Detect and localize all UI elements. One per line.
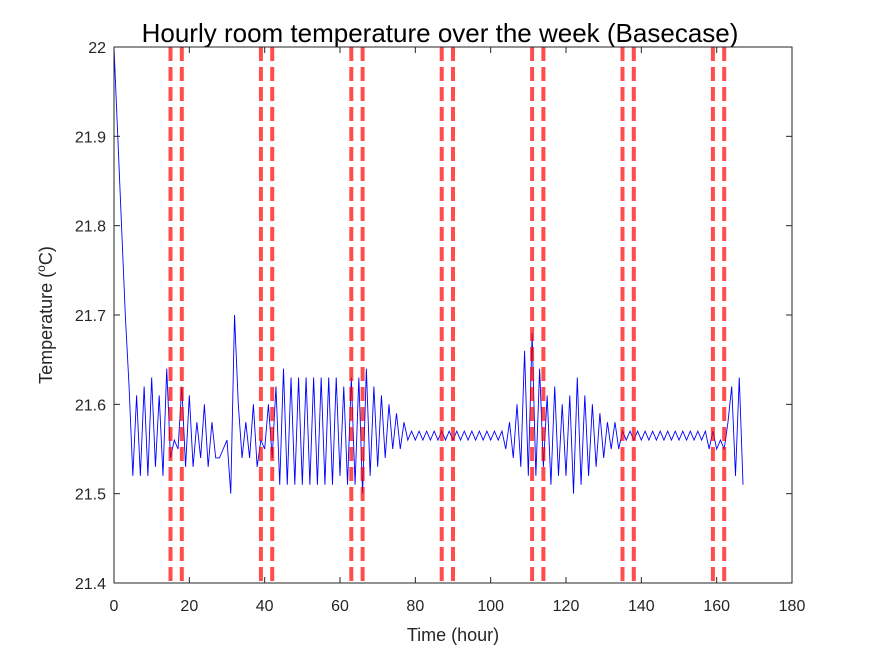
y-label-part: Temperature ( xyxy=(36,272,56,384)
y-tick-label: 21.6 xyxy=(75,397,106,414)
x-tick-label: 60 xyxy=(331,598,349,615)
x-axis-label: Time (hour) xyxy=(407,625,499,645)
y-tick-label: 21.5 xyxy=(75,487,106,504)
x-tick-label: 100 xyxy=(477,598,504,615)
y-label-sup: o xyxy=(34,265,48,272)
chart-title: Hourly room temperature over the week (B… xyxy=(142,18,739,48)
x-tick-label: 140 xyxy=(628,598,655,615)
y-tick-label: 21.4 xyxy=(75,576,106,593)
x-tick-label: 40 xyxy=(256,598,274,615)
x-tick-label: 20 xyxy=(180,598,198,615)
x-tick-label: 160 xyxy=(703,598,730,615)
x-tick-label: 80 xyxy=(406,598,424,615)
y-tick-label: 21.8 xyxy=(75,219,106,236)
y-tick-label: 22 xyxy=(88,40,106,57)
data-line xyxy=(113,46,744,494)
x-tick-label: 180 xyxy=(779,598,806,615)
x-tick-label: 120 xyxy=(553,598,580,615)
x-tick-label: 0 xyxy=(110,598,119,615)
y-axis-label: Temperature (oC) xyxy=(34,246,56,384)
y-tick-label: 21.9 xyxy=(75,129,106,146)
y-label-part: C) xyxy=(36,246,56,265)
y-tick-label: 21.7 xyxy=(75,308,106,325)
